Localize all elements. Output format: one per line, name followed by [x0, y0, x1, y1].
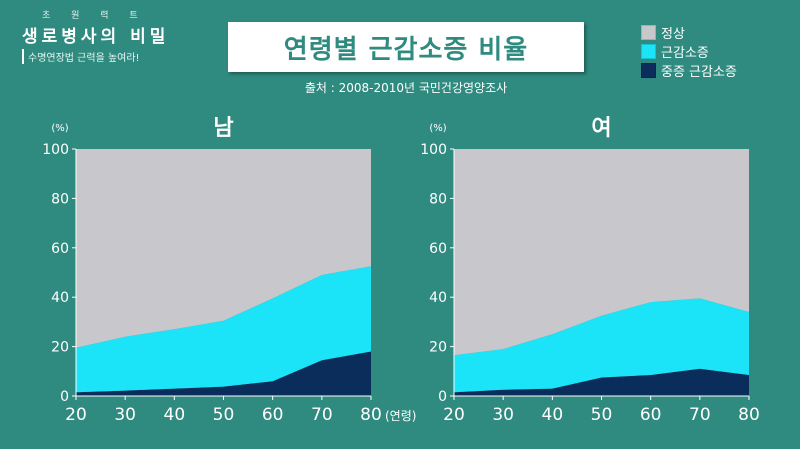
- area-normal-female: [454, 149, 749, 356]
- y-tick-label: 20: [429, 340, 447, 356]
- x-tick-label: 30: [114, 405, 136, 425]
- x-axis-label: (연령): [385, 409, 416, 423]
- x-tick-label: 20: [443, 405, 465, 425]
- x-tick-label: 40: [164, 405, 186, 425]
- legend-label-normal: 정상: [661, 27, 685, 42]
- area-normal-male: [76, 149, 371, 348]
- page-title: 연령별 근감소증 비율: [283, 34, 529, 65]
- x-tick-label: 80: [360, 405, 382, 425]
- area-severe-female: [454, 368, 749, 396]
- legend-label-sarcopenia: 근감소증: [661, 46, 709, 61]
- x-tick-label: 20: [65, 405, 87, 425]
- y-tick-label: 100: [420, 142, 447, 158]
- x-tick-label: 80: [738, 405, 760, 425]
- x-tick-label: 70: [689, 405, 711, 425]
- logo-top-text: 초 원 력 트: [42, 11, 147, 21]
- y-tick-label: 0: [60, 389, 69, 405]
- x-tick-label: 50: [591, 405, 613, 425]
- x-tick-label: 30: [492, 405, 514, 425]
- y-tick-label: 40: [51, 290, 69, 306]
- legend: 정상 근감소증 중증 근감소증: [641, 23, 737, 80]
- program-logo: 초 원 력 트 생로병사의 비밀 수명연장법 근력을 높여라!: [22, 8, 172, 64]
- x-tick-label: 70: [311, 405, 333, 425]
- y-tick-label: 80: [429, 191, 447, 207]
- logo-subtitle: 수명연장법 근력을 높여라!: [22, 49, 172, 64]
- y-unit-label: (%): [51, 123, 68, 134]
- chart-title: 남: [213, 116, 233, 141]
- x-tick-label: 40: [542, 405, 564, 425]
- legend-item-sarcopenia: 근감소증: [641, 42, 737, 61]
- chart-title: 여: [591, 116, 611, 141]
- area-sarcopenia-female: [454, 298, 749, 393]
- x-tick-label: 60: [640, 405, 662, 425]
- x-tick-label: 50: [213, 405, 235, 425]
- title-banner: 연령별 근감소증 비율: [228, 22, 584, 72]
- x-tick-label: 60: [262, 405, 284, 425]
- legend-swatch-severe: [641, 63, 656, 78]
- y-tick-label: 0: [438, 389, 447, 405]
- legend-swatch-normal: [641, 25, 656, 40]
- legend-item-severe: 중증 근감소증: [641, 61, 737, 80]
- legend-item-normal: 정상: [641, 23, 737, 42]
- y-tick-label: 40: [429, 290, 447, 306]
- y-unit-label: (%): [429, 123, 446, 134]
- y-tick-label: 20: [51, 340, 69, 356]
- y-tick-label: 80: [51, 191, 69, 207]
- legend-label-severe: 중증 근감소증: [661, 65, 737, 80]
- area-sarcopenia-male: [76, 266, 371, 393]
- y-tick-label: 60: [51, 241, 69, 257]
- logo-main-text: 생로병사의 비밀: [22, 27, 170, 47]
- source-note: 출처 : 2008-2010년 국민건강영양조사: [304, 81, 508, 95]
- legend-swatch-sarcopenia: [641, 44, 656, 59]
- y-tick-label: 60: [429, 241, 447, 257]
- area-severe-male: [76, 351, 371, 396]
- y-tick-label: 100: [42, 142, 69, 158]
